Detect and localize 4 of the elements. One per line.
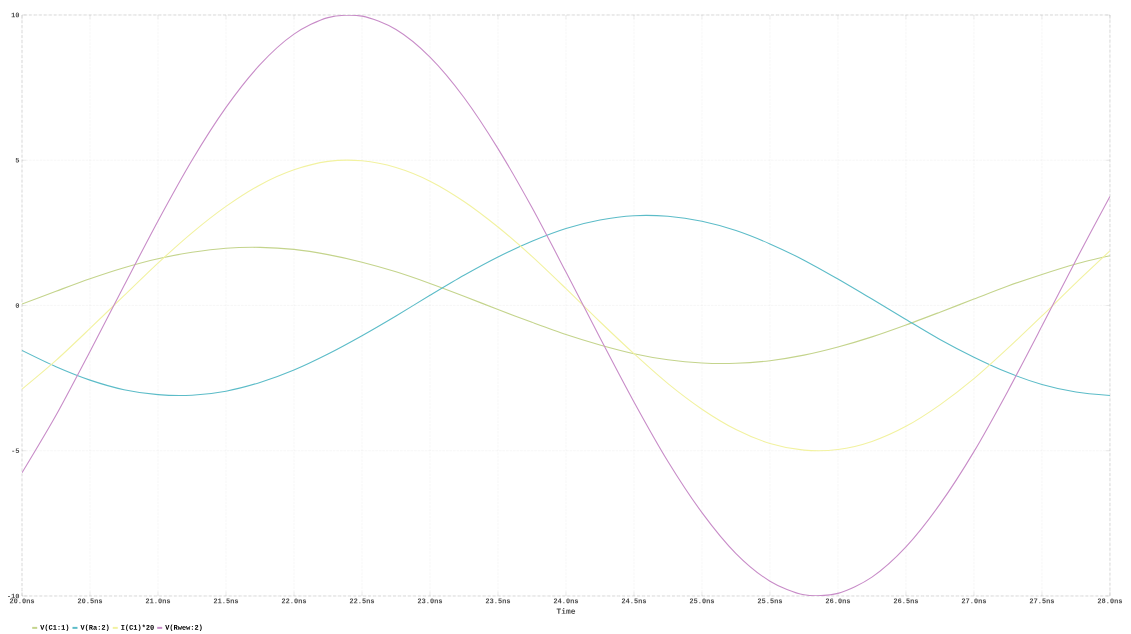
line-series (22, 15, 1110, 596)
line-series (22, 214, 1110, 397)
line-series (22, 246, 1110, 365)
line-series (22, 159, 1110, 452)
